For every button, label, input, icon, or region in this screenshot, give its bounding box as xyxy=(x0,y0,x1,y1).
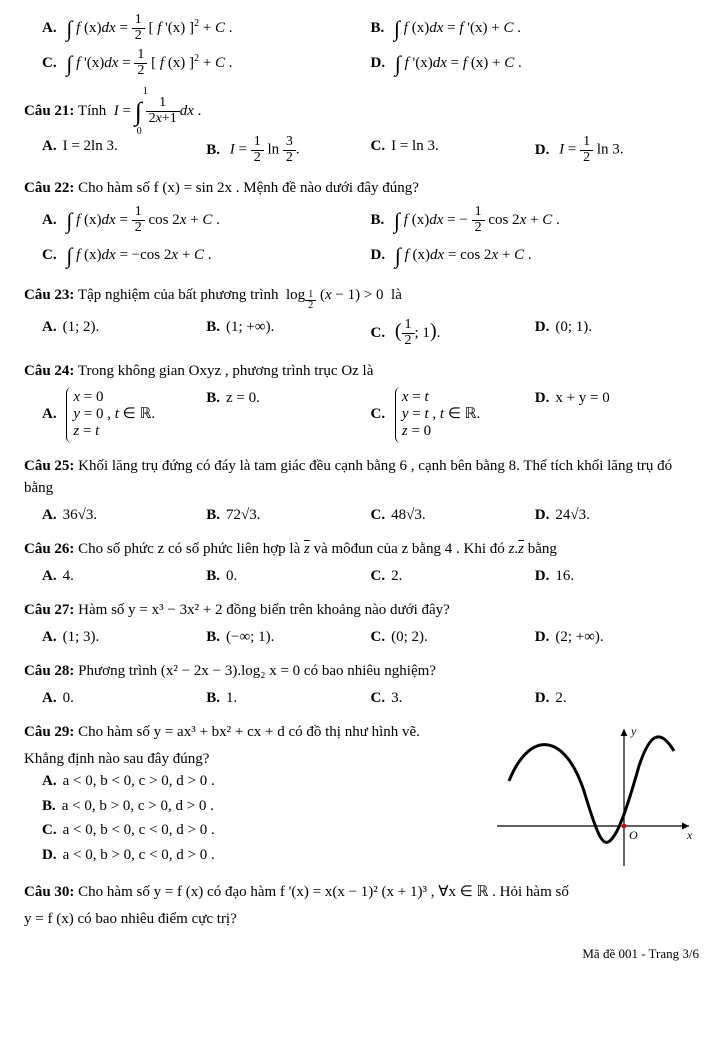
q29-stem-text: Cho hàm số y = ax³ + bx² + cx + d có đồ … xyxy=(78,724,420,740)
q21-opt-c: C.I = ln 3. xyxy=(371,135,535,165)
q27-opt-b: B.(−∞; 1). xyxy=(206,626,370,649)
q25-opt-b: B.72√3. xyxy=(206,504,370,527)
q26-stem-mid: và môđun của z bằng 4 . Khi đó xyxy=(314,541,509,557)
q27-stem-text: Hàm số y = x³ − 3x² + 2 đồng biến trên k… xyxy=(78,602,450,618)
q26-stem: Câu 26: Cho số phức z có số phức liên hợ… xyxy=(24,538,699,561)
q27-opt-c: C.(0; 2). xyxy=(371,626,535,649)
q20-d-label: D. xyxy=(371,55,386,71)
q27-opt-a: A.(1; 3). xyxy=(42,626,206,649)
q26-opt-c: C.2. xyxy=(371,565,535,588)
q23-stem-prefix: Tập nghiệm của bất phương trình xyxy=(78,287,279,303)
q20-opt-c: C. ∫ f '(x)dx = 12 [ f (x) ]2 + C . xyxy=(42,47,371,80)
q20-a-label: A. xyxy=(42,20,57,36)
integral-icon: ∫ xyxy=(66,16,72,41)
integral-icon: ∫ xyxy=(135,97,142,126)
q26-stem-pfx: Cho số phức z có số phức liên hợp là xyxy=(78,541,304,557)
q30-substem: y = f (x) có bao nhiêu điểm cực trị? xyxy=(24,908,699,931)
q22-opt-a: A. ∫ f (x)dx = 12 cos 2x + C . xyxy=(42,204,371,237)
q28-stem-text: Phương trình (x² − 2x − 3).log₂ x = 0 có… xyxy=(78,663,436,679)
q23-opt-b: B.(1; +∞). xyxy=(206,316,370,349)
q30-stem-text: Cho hàm số y = f (x) có đạo hàm f '(x) =… xyxy=(78,884,569,900)
y-axis-label: y xyxy=(630,724,637,738)
q20-opt-b: B. ∫ f (x)dx = f '(x) + C . xyxy=(371,12,700,45)
q21-opt-d: D. I = 12 ln 3. xyxy=(535,135,699,165)
q24-stem: Câu 24: Trong không gian Oxyz , phương t… xyxy=(24,360,699,383)
x-axis-label: x xyxy=(686,828,693,842)
q28-opt-d: D.2. xyxy=(535,687,699,710)
q24-stem-text: Trong không gian Oxyz , phương trình trụ… xyxy=(78,363,373,379)
q27-opt-d: D.(2; +∞). xyxy=(535,626,699,649)
page-footer: Mã đề 001 - Trang 3/6 xyxy=(24,944,699,964)
q23-options: A.(1; 2). B.(1; +∞). C. (12; 1). D.(0; 1… xyxy=(42,316,699,351)
q27-options: A.(1; 3). B.(−∞; 1). C.(0; 2). D.(2; +∞)… xyxy=(42,626,699,651)
q23-opt-c: C. (12; 1). xyxy=(371,316,535,349)
q25-opt-d: D.24√3. xyxy=(535,504,699,527)
q28-stem: Câu 28: Phương trình (x² − 2x − 3).log₂ … xyxy=(24,660,699,683)
q30-label: Câu 30: xyxy=(24,884,74,900)
q25-label: Câu 25: xyxy=(24,458,74,474)
q20-options: A. ∫ f (x)dx = 12 [ f '(x) ]2 + C . B. ∫… xyxy=(42,12,699,82)
q21-opt-a: A.I = 2ln 3. xyxy=(42,135,206,165)
q21-stem-prefix: Tính xyxy=(78,103,106,119)
q28-opt-b: B.1. xyxy=(206,687,370,710)
q25-stem-text: Khối lăng trụ đứng có đáy là tam giác đề… xyxy=(24,458,672,497)
q25-opt-a: A.36√3. xyxy=(42,504,206,527)
q26-label: Câu 26: xyxy=(24,541,74,557)
q23-opt-a: A.(1; 2). xyxy=(42,316,206,349)
q21-label: Câu 21: xyxy=(24,103,74,119)
q22-opt-b: B. ∫ f (x)dx = − 12 cos 2x + C . xyxy=(371,204,700,237)
q25-stem: Câu 25: Khối lăng trụ đứng có đáy là tam… xyxy=(24,455,699,500)
q22-opt-c: C. ∫ f (x)dx = −cos 2x + C . xyxy=(42,239,371,272)
q29-stem: O x y Câu 29: Cho hàm số y = ax³ + bx² +… xyxy=(24,721,699,744)
q21-stem: Câu 21: Tính I = 1 ∫ 0 12x+1dx . xyxy=(24,92,699,131)
q30-stem: Câu 30: Cho hàm số y = f (x) có đạo hàm … xyxy=(24,881,699,904)
q23-opt-d: D.(0; 1). xyxy=(535,316,699,349)
q20-b-label: B. xyxy=(371,20,385,36)
q22-label: Câu 22: xyxy=(24,180,74,196)
q26-opt-b: B.0. xyxy=(206,565,370,588)
q26-opt-a: A.4. xyxy=(42,565,206,588)
q26-stem-sfx: bằng xyxy=(528,541,557,557)
q21-a-text: I = 2ln 3. xyxy=(63,138,118,154)
q20-opt-a: A. ∫ f (x)dx = 12 [ f '(x) ]2 + C . xyxy=(42,12,371,45)
q24-opt-a: A. x = 0 y = 0 , t ∈ ℝ. z = t xyxy=(42,387,206,443)
q23-stem-suffix: là xyxy=(391,287,402,303)
q22-stem-text: Cho hàm số f (x) = sin 2x . Mệnh đề nào … xyxy=(78,180,419,196)
q25-opt-c: C.48√3. xyxy=(371,504,535,527)
q22-options: A. ∫ f (x)dx = 12 cos 2x + C . B. ∫ f (x… xyxy=(42,204,699,274)
q24-options: A. x = 0 y = 0 , t ∈ ℝ. z = t B.z = 0. C… xyxy=(42,387,699,445)
q24-opt-c: C. x = t y = t , t ∈ ℝ. z = 0 xyxy=(371,387,535,443)
q20-c-label: C. xyxy=(42,55,57,71)
q24-opt-d: D.x + y = 0 xyxy=(535,387,699,443)
q28-options: A.0. B.1. C.3. D.2. xyxy=(42,687,699,712)
q21-opt-b: B. I = 12 ln 32. xyxy=(206,135,370,165)
q26-options: A.4. B.0. C.2. D.16. xyxy=(42,565,699,590)
q20-opt-d: D. ∫ f '(x)dx = f (x) + C . xyxy=(371,47,700,80)
q24-label: Câu 24: xyxy=(24,363,74,379)
q22-opt-d: D. ∫ f (x)dx = cos 2x + C . xyxy=(371,239,700,272)
q27-stem: Câu 27: Hàm số y = x³ − 3x² + 2 đồng biế… xyxy=(24,599,699,622)
q28-opt-c: C.3. xyxy=(371,687,535,710)
q25-options: A.36√3. B.72√3. C.48√3. D.24√3. xyxy=(42,504,699,529)
q29-graph: O x y xyxy=(489,721,699,871)
q21-c-text: I = ln 3. xyxy=(391,138,439,154)
q27-label: Câu 27: xyxy=(24,602,74,618)
q26-opt-d: D.16. xyxy=(535,565,699,588)
q22-stem: Câu 22: Cho hàm số f (x) = sin 2x . Mệnh… xyxy=(24,177,699,200)
q28-opt-a: A.0. xyxy=(42,687,206,710)
q29-label: Câu 29: xyxy=(24,724,74,740)
q24-opt-b: B.z = 0. xyxy=(206,387,370,443)
q23-label: Câu 23: xyxy=(24,287,74,303)
origin-label: O xyxy=(629,828,638,842)
q28-label: Câu 28: xyxy=(24,663,74,679)
q21-options: A.I = 2ln 3. B. I = 12 ln 32. C.I = ln 3… xyxy=(42,135,699,167)
q23-stem: Câu 23: Tập nghiệm của bất phương trình … xyxy=(24,284,699,312)
